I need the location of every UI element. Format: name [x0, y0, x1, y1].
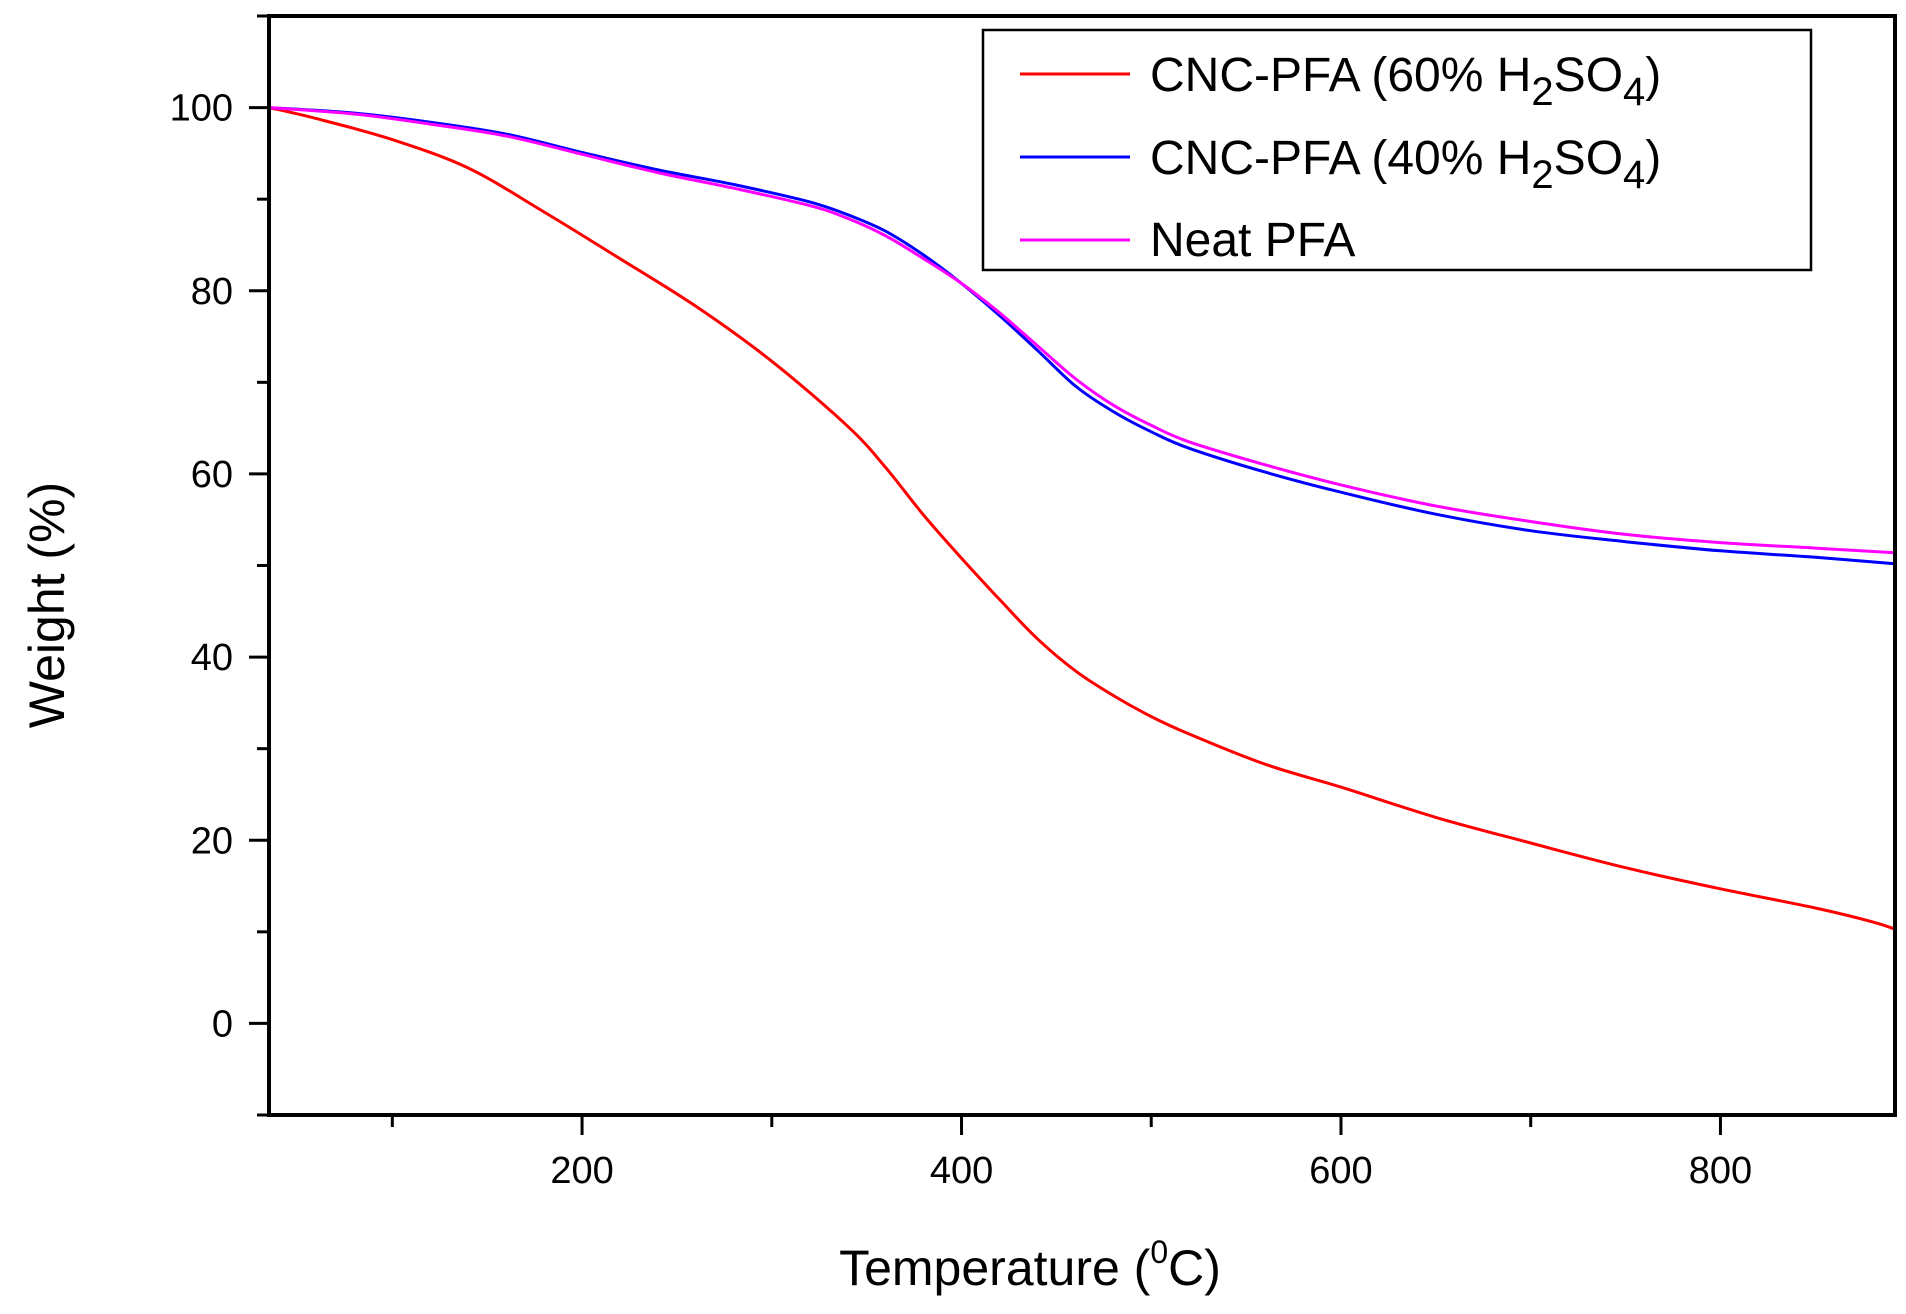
series-line-1	[267, 106, 1897, 931]
plot-frame	[267, 14, 1897, 1117]
x-tick-label: 200	[550, 1150, 613, 1192]
y-tick-label: 40	[191, 637, 233, 679]
y-axis-title: Weight (%)	[19, 482, 75, 728]
x-axis-title-main: Temperature (	[839, 1240, 1151, 1296]
y-tick-label: 60	[191, 454, 233, 496]
y-tick-label: 20	[191, 820, 233, 862]
x-axis-title-tail: C)	[1168, 1240, 1221, 1296]
legend: CNC-PFA (60% H2SO4) CNC-PFA (40% H2SO4) …	[981, 28, 1813, 272]
legend-entry-3: Neat PFA	[1150, 214, 1355, 267]
y-tick-label: 100	[170, 88, 233, 130]
legend-swatches	[1020, 72, 1130, 242]
legend-box	[981, 28, 1813, 272]
legend-entry-1: CNC-PFA (60% H2SO4)	[1150, 49, 1661, 114]
x-axis-title-sup: 0	[1150, 1234, 1168, 1270]
x-tick-label: 800	[1689, 1150, 1752, 1192]
legend-entry-2: CNC-PFA (40% H2SO4)	[1150, 132, 1661, 197]
tick-labels: 200 400 600 800 0 20 40 60 80 100	[170, 88, 1753, 1192]
x-tick-label: 600	[1309, 1150, 1372, 1192]
series-line-3	[267, 106, 1897, 555]
x-axis-title: Temperature (0C)	[839, 1234, 1221, 1296]
y-tick-label: 0	[212, 1003, 233, 1045]
y-tick-label: 80	[191, 271, 233, 313]
series-line-2	[267, 106, 1897, 566]
series-lines	[267, 106, 1897, 931]
x-tick-label: 400	[930, 1150, 993, 1192]
